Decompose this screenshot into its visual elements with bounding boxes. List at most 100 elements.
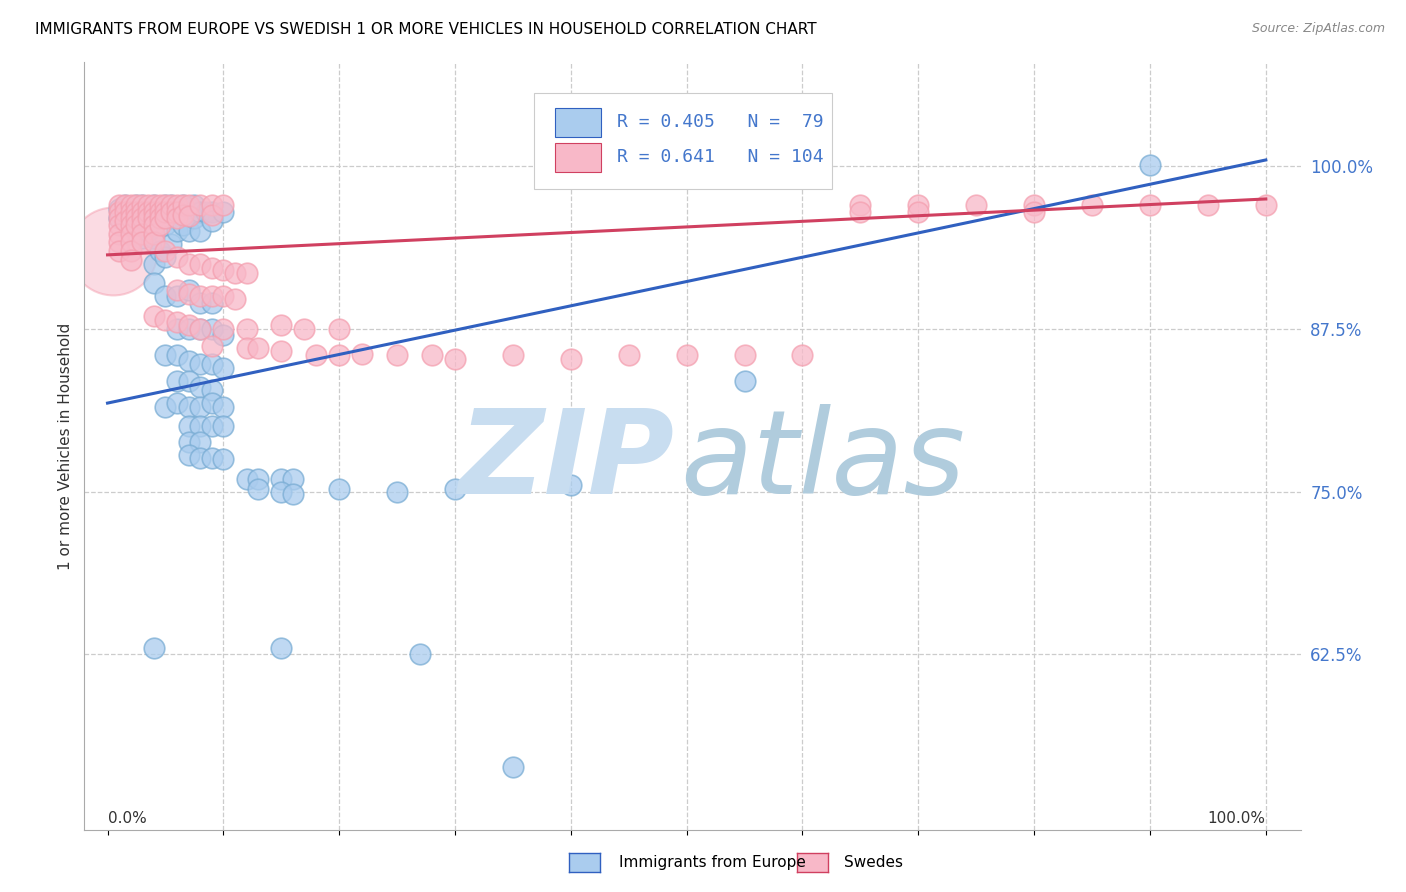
Point (120, 218, 142, 232)
Point (108, 211, 131, 226)
Point (177, 257, 200, 271)
Point (120, 227, 142, 241)
Point (136, 205, 159, 219)
Point (212, 263, 235, 277)
Point (188, 435, 211, 450)
Point (142, 227, 165, 241)
Point (201, 214, 224, 228)
Point (188, 357, 211, 371)
Point (166, 205, 188, 219)
Text: Immigrants from Europe: Immigrants from Europe (619, 855, 806, 870)
Point (120, 205, 142, 219)
Point (188, 296, 211, 310)
Point (188, 322, 211, 336)
Point (617, 348, 640, 362)
Point (201, 322, 224, 336)
Point (177, 354, 200, 368)
Point (155, 251, 177, 265)
Point (108, 205, 131, 219)
Point (131, 211, 153, 226)
Point (108, 227, 131, 241)
Point (188, 322, 211, 336)
Point (502, 760, 524, 774)
Point (1081, 198, 1104, 212)
Text: Swedes: Swedes (844, 855, 903, 870)
Point (247, 482, 270, 496)
Point (270, 484, 292, 499)
Point (155, 198, 177, 212)
Point (131, 227, 153, 241)
Point (177, 209, 200, 223)
Point (155, 198, 177, 212)
Point (166, 348, 188, 362)
Point (166, 198, 188, 212)
Point (212, 205, 235, 219)
Point (177, 400, 200, 414)
Point (172, 198, 194, 212)
Point (502, 348, 524, 362)
Point (201, 296, 224, 310)
Point (155, 205, 177, 219)
Point (212, 361, 235, 376)
Point (172, 208, 194, 222)
Point (108, 218, 131, 232)
Point (849, 198, 872, 212)
Y-axis label: 1 or more Vehicles in Household: 1 or more Vehicles in Household (58, 322, 73, 570)
Point (294, 322, 316, 336)
Point (136, 205, 159, 219)
Point (792, 348, 814, 362)
Text: IMMIGRANTS FROM EUROPE VS SWEDISH 1 OR MORE VEHICLES IN HOUSEHOLD CORRELATION CH: IMMIGRANTS FROM EUROPE VS SWEDISH 1 OR M… (35, 22, 817, 37)
Point (201, 339, 224, 353)
Point (149, 244, 172, 258)
FancyBboxPatch shape (534, 93, 832, 189)
Point (160, 237, 183, 252)
Point (160, 198, 183, 212)
Point (444, 351, 467, 366)
Point (385, 484, 408, 499)
Point (385, 348, 408, 362)
Point (201, 383, 224, 397)
Point (183, 211, 205, 226)
Point (155, 211, 177, 226)
Point (235, 471, 257, 485)
Point (142, 211, 165, 226)
Point (142, 235, 165, 249)
Point (142, 198, 165, 212)
Point (131, 218, 153, 232)
Text: atlas: atlas (681, 404, 966, 518)
Point (188, 289, 211, 303)
Point (166, 283, 188, 297)
Point (125, 211, 148, 226)
Bar (555, 108, 602, 136)
Point (149, 205, 172, 219)
Text: 0.0%: 0.0% (107, 811, 146, 826)
Point (281, 487, 304, 501)
Point (201, 396, 224, 410)
Point (328, 322, 350, 336)
Point (155, 289, 177, 303)
Point (108, 244, 131, 258)
Point (849, 205, 872, 219)
Point (177, 374, 200, 388)
Point (131, 198, 153, 212)
Point (177, 283, 200, 297)
Point (125, 218, 148, 232)
Point (108, 211, 131, 226)
Point (166, 224, 188, 238)
Point (270, 344, 292, 359)
Point (177, 318, 200, 332)
Point (201, 198, 224, 212)
Point (177, 448, 200, 462)
Point (166, 396, 188, 410)
Point (155, 400, 177, 414)
Point (166, 211, 188, 226)
Point (120, 253, 142, 268)
Point (907, 198, 929, 212)
Point (734, 348, 756, 362)
Point (166, 316, 188, 330)
Point (188, 419, 211, 434)
Point (352, 347, 374, 361)
Point (188, 224, 211, 238)
Point (675, 348, 697, 362)
Point (142, 205, 165, 219)
